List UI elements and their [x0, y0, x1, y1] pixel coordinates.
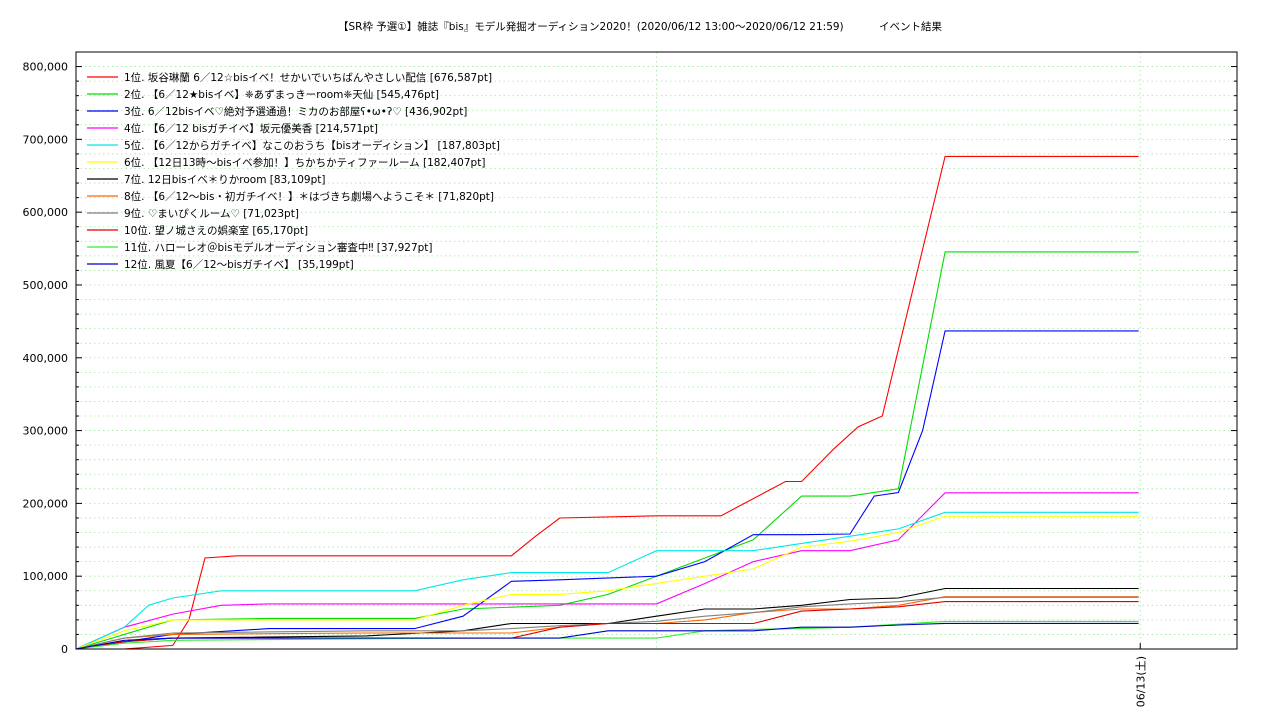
series-lines — [75, 155, 1139, 650]
series-line-3 — [75, 330, 1139, 650]
legend-entry: 1位. 坂谷琳蘭 6／12☆bisイベ！せかいでいちばんやさしい配信 [676,… — [124, 71, 492, 84]
legend-entry: 9位. ♡まいぴくルーム♡ [71,023pt] — [124, 207, 299, 220]
legend-entry: 11位. ハローレオ＠bisモデルオーディション審査中‼ [37,927pt] — [124, 241, 433, 254]
series-line-2 — [75, 251, 1139, 650]
series-line-7 — [75, 587, 1139, 650]
legend-entry: 8位. 【6／12～bis・初ガチイベ！】＊はづきち劇場へようこそ＊ [71,8… — [124, 190, 494, 203]
x-axis: 06/13(土) — [1134, 643, 1147, 707]
series-line-5 — [75, 511, 1139, 650]
y-tick-label: 800,000 — [23, 61, 69, 74]
legend-entry: 3位. 6／12bisイベ♡絶対予選通過！ミカのお部屋ʕ•ω•ʔ♡ [436,9… — [124, 105, 467, 118]
y-tick-label: 200,000 — [23, 497, 69, 510]
legend-entry: 2位. 【6／12★bisイベ】❈あずまっきーroom❈天仙 [545,476p… — [124, 88, 439, 101]
y-tick-label: 500,000 — [23, 279, 69, 292]
series-line-4 — [75, 492, 1139, 650]
legend: 1位. 坂谷琳蘭 6／12☆bisイベ！せかいでいちばんやさしい配信 [676,… — [87, 71, 500, 271]
y-tick-label: 100,000 — [23, 570, 69, 583]
series-line-9 — [75, 596, 1139, 650]
y-tick-label: 0 — [61, 643, 68, 656]
legend-entry: 6位. 【12日13時～bisイベ参加！】ちかちかティファールーム [182,4… — [124, 156, 485, 169]
y-axis: 0 100,000 200,000 300,000 400,000 500,000 600,… — [23, 61, 1237, 656]
legend-entry: 12位. 風夏【6／12～bisガチイベ】 [35,199pt] — [124, 258, 354, 271]
legend-entry: 7位. 12日bisイベ＊りかroom [83,109pt] — [124, 173, 325, 186]
grid — [76, 52, 1237, 649]
series-line-12 — [75, 622, 1139, 650]
chart-title: 【SR枠 予選①】雑誌『bis』モデル発掘オーディション2020！(2020/0… — [338, 20, 943, 33]
legend-entry: 10位. 望ノ城さえの娯楽室 [65,170pt] — [124, 224, 308, 237]
series-line-1 — [76, 155, 1139, 650]
legend-entry: 5位. 【6／12からガチイベ】なこのおうち【bisオーディション】 [187,… — [124, 139, 500, 152]
chart-subtitle: イベント結果 — [879, 20, 942, 33]
chart-title-main: 【SR枠 予選①】雑誌『bis』モデル発掘オーディション2020！(2020/0… — [338, 20, 844, 33]
series-line-11 — [75, 620, 1139, 650]
x-tick-label: 06/13(土) — [1134, 656, 1147, 707]
series-line-6 — [75, 515, 1139, 650]
y-tick-label: 700,000 — [23, 133, 69, 146]
series-line-10 — [75, 601, 1139, 650]
y-tick-label: 300,000 — [23, 425, 69, 438]
y-tick-label: 600,000 — [23, 206, 69, 219]
y-tick-label: 400,000 — [23, 352, 69, 365]
legend-entry: 4位. 【6／12 bisガチイベ】坂元優美香 [214,571pt] — [124, 122, 378, 135]
plot-frame — [75, 51, 1238, 650]
